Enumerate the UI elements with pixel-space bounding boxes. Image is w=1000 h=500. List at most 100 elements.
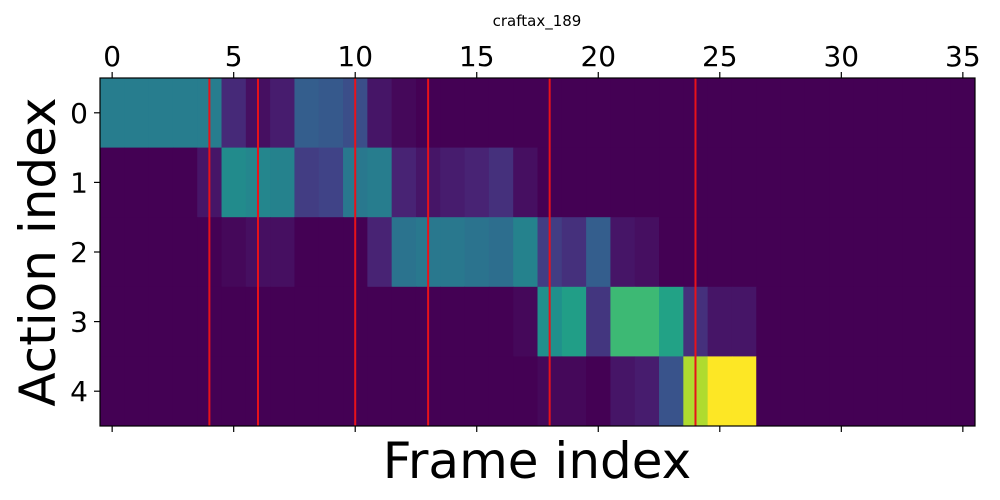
heatmap-cell: [367, 356, 393, 427]
heatmap-cell: [950, 356, 976, 427]
heatmap-cell: [513, 356, 538, 427]
heatmap-cell: [877, 78, 903, 149]
heatmap-cell: [148, 356, 174, 427]
heatmap-cell: [270, 147, 295, 218]
heatmap-cell: [829, 286, 854, 357]
heatmap-cell: [610, 147, 636, 218]
heatmap-cell: [902, 286, 927, 357]
heatmap-cell: [270, 286, 295, 357]
heatmap-cell: [513, 147, 538, 218]
heatmap-cell: [780, 286, 806, 357]
heatmap-cell: [853, 286, 879, 357]
heatmap-cell: [100, 147, 125, 218]
heatmap-cell: [877, 217, 903, 288]
heatmap-cell: [100, 217, 125, 288]
heatmap-cell: [148, 78, 174, 149]
x-tick-label: 20: [580, 40, 616, 73]
heatmap-cell: [513, 217, 538, 288]
heatmap-cell: [488, 217, 514, 288]
heatmap-cell: [756, 356, 782, 427]
x-tick-label: 15: [459, 40, 495, 73]
heatmap-cell: [610, 286, 636, 357]
heatmap-cell: [877, 147, 903, 218]
heatmap-cell: [148, 147, 174, 218]
heatmap-cell: [318, 286, 344, 357]
heatmap-cell: [391, 356, 417, 427]
x-tick-label: 30: [823, 40, 859, 73]
heatmap-cell: [221, 286, 247, 357]
heatmap-cell: [804, 147, 830, 218]
heatmap-cell: [586, 286, 611, 357]
heatmap-cell: [586, 217, 611, 288]
heatmap-cell: [756, 286, 782, 357]
heatmap-cell: [391, 217, 417, 288]
heatmap-cell: [926, 147, 952, 218]
heatmap-cell: [294, 356, 320, 427]
heatmap-cell: [318, 78, 344, 149]
x-tick-label: 5: [225, 40, 243, 73]
heatmap-cell: [464, 78, 490, 149]
heatmap-cell: [926, 286, 952, 357]
heatmap-cell: [926, 217, 952, 288]
heatmap-cell: [707, 286, 733, 357]
heatmap-cell: [391, 286, 417, 357]
heatmap-cell: [610, 78, 636, 149]
heatmap-cell: [877, 286, 903, 357]
heatmap-cell: [513, 78, 538, 149]
heatmap-cell: [270, 356, 295, 427]
heatmap-cell: [391, 147, 417, 218]
heatmap-cell: [561, 356, 587, 427]
heatmap-cell: [780, 78, 806, 149]
heatmap-cell: [294, 286, 320, 357]
heatmap-cell: [853, 356, 879, 427]
heatmap-cell: [221, 78, 247, 149]
heatmap-cell: [634, 217, 660, 288]
heatmap-cell: [367, 147, 393, 218]
heatmap-cell: [634, 286, 660, 357]
heatmap-cell: [124, 147, 150, 218]
x-tick-label: 25: [702, 40, 738, 73]
heatmap-cell: [853, 78, 879, 149]
heatmap-cell: [829, 78, 854, 149]
heatmap-cell: [440, 78, 466, 149]
heatmap-cell: [659, 217, 684, 288]
heatmap-cell: [488, 78, 514, 149]
heatmap-cell: [902, 217, 927, 288]
heatmap-cells: [100, 78, 976, 427]
heatmap-cell: [148, 286, 174, 357]
heatmap-cell: [391, 78, 417, 149]
heatmap-cell: [902, 356, 927, 427]
heatmap-cell: [731, 78, 757, 149]
heatmap-cell: [124, 286, 150, 357]
heatmap-cell: [707, 356, 733, 427]
heatmap-cell: [367, 217, 393, 288]
heatmap-cell: [950, 217, 976, 288]
heatmap-cell: [829, 217, 854, 288]
chart-title: craftax_189: [493, 12, 582, 31]
heatmap-cell: [756, 217, 782, 288]
heatmap-cell: [561, 217, 587, 288]
heatmap-cell: [318, 217, 344, 288]
heatmap-cell: [804, 217, 830, 288]
heatmap-cell: [270, 78, 295, 149]
heatmap-cell: [659, 356, 684, 427]
heatmap-cell: [634, 356, 660, 427]
heatmap-cell: [926, 78, 952, 149]
y-axis-label: Action index: [9, 97, 67, 406]
heatmap-cell: [950, 78, 976, 149]
heatmap-cell: [950, 147, 976, 218]
heatmap-cell: [464, 217, 490, 288]
heatmap-cell: [440, 286, 466, 357]
heatmap-cell: [124, 78, 150, 149]
y-tick-label: 4: [70, 375, 88, 408]
heatmap-cell: [610, 356, 636, 427]
x-tick-label: 10: [337, 40, 373, 73]
heatmap-cell: [318, 147, 344, 218]
heatmap-cell: [294, 217, 320, 288]
heatmap-cell: [950, 286, 976, 357]
heatmap-cell: [221, 147, 247, 218]
heatmap-cell: [100, 286, 125, 357]
heatmap-cell: [488, 286, 514, 357]
heatmap-cell: [804, 286, 830, 357]
y-tick-label: 1: [70, 166, 88, 199]
